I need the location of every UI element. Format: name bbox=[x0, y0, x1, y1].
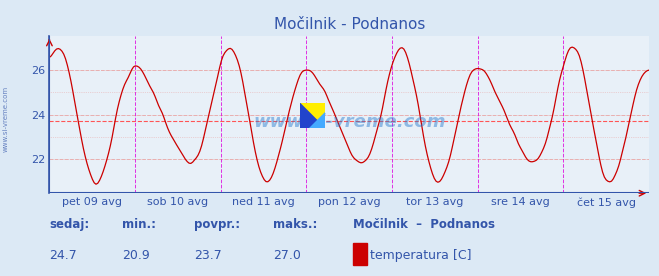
Title: Močilnik - Podnanos: Močilnik - Podnanos bbox=[273, 17, 425, 32]
Text: 27.0: 27.0 bbox=[273, 250, 301, 262]
Text: www.si-vreme.com: www.si-vreme.com bbox=[253, 113, 445, 131]
Text: sedaj:: sedaj: bbox=[49, 218, 90, 231]
Text: min.:: min.: bbox=[122, 218, 156, 231]
Text: povpr.:: povpr.: bbox=[194, 218, 241, 231]
Text: maks.:: maks.: bbox=[273, 218, 318, 231]
Text: temperatura [C]: temperatura [C] bbox=[370, 250, 472, 262]
Text: Močilnik  –  Podnanos: Močilnik – Podnanos bbox=[353, 218, 494, 231]
Text: 20.9: 20.9 bbox=[122, 250, 150, 262]
Polygon shape bbox=[300, 104, 325, 128]
Text: 23.7: 23.7 bbox=[194, 250, 222, 262]
Text: 24.7: 24.7 bbox=[49, 250, 77, 262]
Polygon shape bbox=[308, 112, 325, 128]
Text: www.si-vreme.com: www.si-vreme.com bbox=[2, 86, 9, 152]
